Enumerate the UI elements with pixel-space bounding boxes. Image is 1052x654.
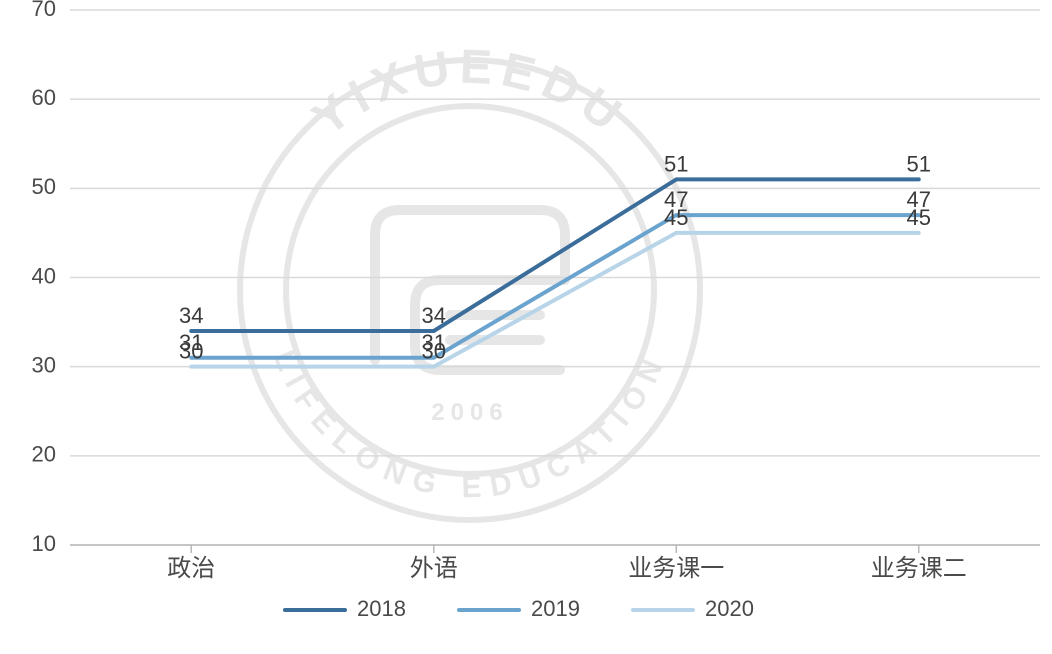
svg-text:2006: 2006 xyxy=(431,399,508,426)
ytick-label: 60 xyxy=(32,85,56,110)
legend: 2018 2019 2020 xyxy=(285,596,754,621)
data-label: 45 xyxy=(664,205,688,230)
xtick-label: 业务课一 xyxy=(628,555,724,582)
legend-label: 2019 xyxy=(531,596,580,621)
line-chart: YIXUEEDULIFELONG EDUCATION2006 10 20 30 40 50… xyxy=(0,0,1052,654)
series-line-2019 xyxy=(191,215,919,358)
xtick-label: 外语 xyxy=(410,555,458,582)
ytick-label: 50 xyxy=(32,174,56,199)
data-label: 51 xyxy=(664,151,688,176)
series-line-2018 xyxy=(191,179,919,331)
ytick-label: 10 xyxy=(32,531,56,556)
xtick-label: 政治 xyxy=(167,555,215,582)
data-label: 45 xyxy=(907,205,931,230)
ytick-label: 30 xyxy=(32,352,56,377)
xtick-label: 业务课二 xyxy=(871,555,967,582)
data-label: 30 xyxy=(422,339,446,364)
legend-label: 2020 xyxy=(705,596,754,621)
legend-label: 2018 xyxy=(357,596,406,621)
data-label: 34 xyxy=(422,303,446,328)
data-label: 30 xyxy=(179,339,203,364)
watermark: YIXUEEDULIFELONG EDUCATION2006 xyxy=(240,40,700,520)
ytick-label: 70 xyxy=(32,0,56,21)
ytick-label: 20 xyxy=(32,442,56,467)
ytick-label: 40 xyxy=(32,263,56,288)
data-label: 51 xyxy=(907,151,931,176)
data-label: 34 xyxy=(179,303,203,328)
